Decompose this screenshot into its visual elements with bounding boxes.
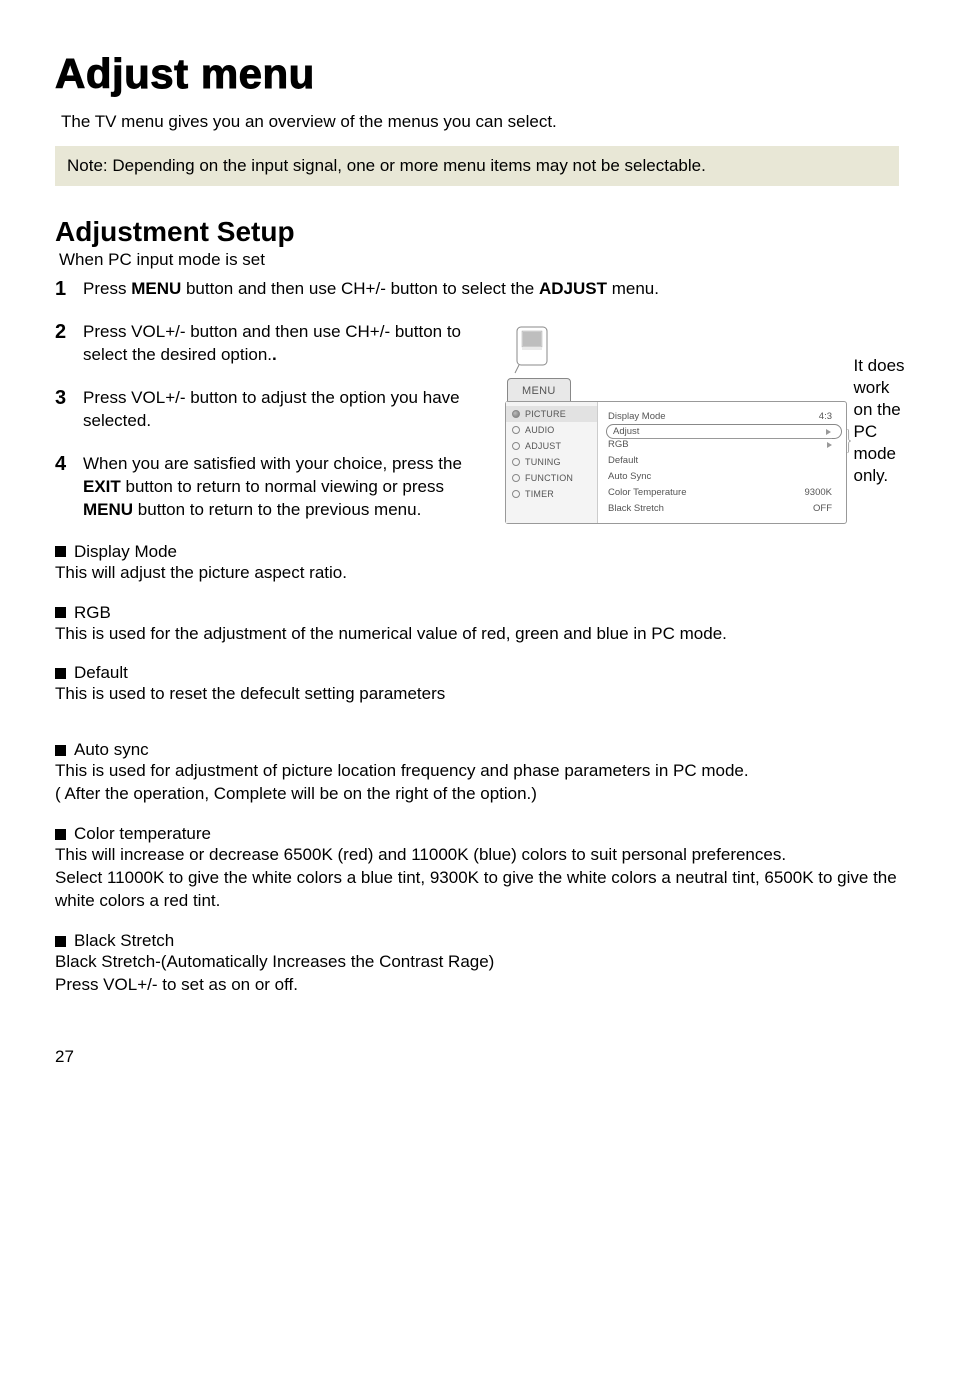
bold-menu: MENU: [131, 279, 181, 298]
bullet-title: Default: [74, 663, 128, 683]
radio-icon: [512, 426, 520, 434]
bullet-black-stretch: Black Stretch: [55, 931, 899, 951]
bold-menu: MENU: [83, 500, 133, 519]
text: Press: [83, 279, 131, 298]
step-text: When you are satisfied with your choice,…: [83, 453, 475, 522]
bullet-title: Color temperature: [74, 824, 211, 844]
sidebar-label: PICTURE: [525, 409, 566, 419]
annotation-text: It does work on the PC mode only.: [853, 355, 911, 501]
step-text: Press VOL+/- button and then use CH+/- b…: [83, 321, 475, 367]
text: button to return to the previous menu.: [133, 500, 421, 519]
radio-filled-icon: [512, 410, 520, 418]
text: menu.: [607, 279, 659, 298]
sidebar-label: TUNING: [525, 457, 561, 467]
page-number: 27: [55, 1047, 899, 1067]
bullet-body: Black Stretch-(Automatically Increases t…: [55, 951, 899, 997]
sidebar-label: ADJUST: [525, 441, 561, 451]
osd-row-default: Default: [606, 453, 842, 469]
step-number: 3: [55, 387, 73, 410]
osd-row-black-stretch: Black Stretch OFF: [606, 501, 842, 517]
note-bar: Note: Depending on the input signal, one…: [55, 146, 899, 186]
osd-label: Display Mode: [608, 411, 666, 422]
bullet-rgb: RGB: [55, 603, 899, 623]
step-4: 4 When you are satisfied with your choic…: [55, 453, 475, 522]
text: When you are satisfied with your choice,…: [83, 454, 462, 473]
bullet-title: Display Mode: [74, 542, 177, 562]
square-bullet-icon: [55, 936, 66, 947]
osd-label: Adjust: [613, 426, 639, 437]
osd-value: 9300K: [805, 487, 832, 498]
square-bullet-icon: [55, 745, 66, 756]
square-bullet-icon: [55, 607, 66, 618]
osd-row-auto-sync: Auto Sync: [606, 469, 842, 485]
square-bullet-icon: [55, 829, 66, 840]
bold-period: .: [272, 345, 277, 364]
bullet-color-temperature: Color temperature: [55, 824, 899, 844]
square-bullet-icon: [55, 668, 66, 679]
sidebar-label: AUDIO: [525, 425, 555, 435]
osd-value: OFF: [813, 503, 832, 514]
osd-diagram: MENU PICTURE AUDIO ADJUST TUNING FUNCTIO…: [505, 325, 912, 524]
radio-icon: [512, 474, 520, 482]
radio-icon: [512, 442, 520, 450]
square-bullet-icon: [55, 546, 66, 557]
bullet-body: This is used for adjustment of picture l…: [55, 760, 899, 806]
step-3: 3 Press VOL+/- button to adjust the opti…: [55, 387, 475, 433]
sidebar-item-timer: TIMER: [506, 486, 597, 502]
bullet-title: Black Stretch: [74, 931, 174, 951]
osd-label: Black Stretch: [608, 503, 664, 514]
page-title: Adjust menu: [55, 50, 899, 98]
bullet-auto-sync: Auto sync: [55, 740, 899, 760]
text: button to return to normal viewing or pr…: [121, 477, 444, 496]
step-number: 4: [55, 453, 73, 476]
bullet-display-mode: Display Mode: [55, 542, 899, 562]
osd-row-rgb: RGB: [606, 439, 842, 453]
arrow-right-icon: [827, 442, 832, 448]
osd-sidebar: PICTURE AUDIO ADJUST TUNING FUNCTION TIM…: [506, 402, 598, 523]
sidebar-label: FUNCTION: [525, 473, 573, 483]
step-number: 2: [55, 321, 73, 344]
step-1: 1 Press MENU button and then use CH+/- b…: [55, 278, 899, 301]
sidebar-item-tuning: TUNING: [506, 454, 597, 470]
arrow-right-icon: [826, 429, 831, 435]
step-2: 2 Press VOL+/- button and then use CH+/-…: [55, 321, 475, 367]
sidebar-item-adjust: ADJUST: [506, 438, 597, 454]
step-number: 1: [55, 278, 73, 301]
osd-menu-box: PICTURE AUDIO ADJUST TUNING FUNCTION TIM…: [505, 401, 847, 524]
brace-icon: [847, 381, 851, 501]
osd-label: Auto Sync: [608, 471, 651, 482]
bullet-body: This is used for the adjustment of the n…: [55, 623, 899, 646]
sidebar-item-audio: AUDIO: [506, 422, 597, 438]
osd-label: Color Temperature: [608, 487, 687, 498]
intro-text: The TV menu gives you an overview of the…: [61, 112, 899, 132]
sidebar-label: TIMER: [525, 489, 554, 499]
bullet-body: This is used to reset the defecult setti…: [55, 683, 899, 706]
sidebar-item-function: FUNCTION: [506, 470, 597, 486]
osd-body: Display Mode 4:3 Adjust RGB Default Auto …: [598, 402, 846, 523]
bullet-title: RGB: [74, 603, 111, 623]
bold-adjust: ADJUST: [539, 279, 607, 298]
text: button and then use CH+/- button to sele…: [181, 279, 539, 298]
bullet-body: This will adjust the picture aspect rati…: [55, 562, 899, 585]
bullet-body: This will increase or decrease 6500K (re…: [55, 844, 899, 913]
remote-icon: [513, 325, 847, 380]
radio-icon: [512, 490, 520, 498]
osd-row-display-mode: Display Mode 4:3: [606, 408, 842, 424]
section-title: Adjustment Setup: [55, 216, 899, 248]
osd-value: 4:3: [819, 411, 832, 422]
step-text: Press VOL+/- button to adjust the option…: [83, 387, 475, 433]
radio-icon: [512, 458, 520, 466]
menu-tab: MENU: [507, 378, 571, 401]
step-text: Press MENU button and then use CH+/- but…: [83, 278, 659, 301]
bold-exit: EXIT: [83, 477, 121, 496]
bullet-default: Default: [55, 663, 899, 683]
bullet-title: Auto sync: [74, 740, 149, 760]
osd-label: RGB: [608, 439, 629, 450]
osd-label: Default: [608, 455, 638, 466]
sidebar-item-picture: PICTURE: [506, 406, 597, 422]
osd-row-adjust: Adjust: [606, 424, 842, 439]
osd-row-color-temp: Color Temperature 9300K: [606, 485, 842, 501]
section-subtitle: When PC input mode is set: [59, 250, 899, 270]
